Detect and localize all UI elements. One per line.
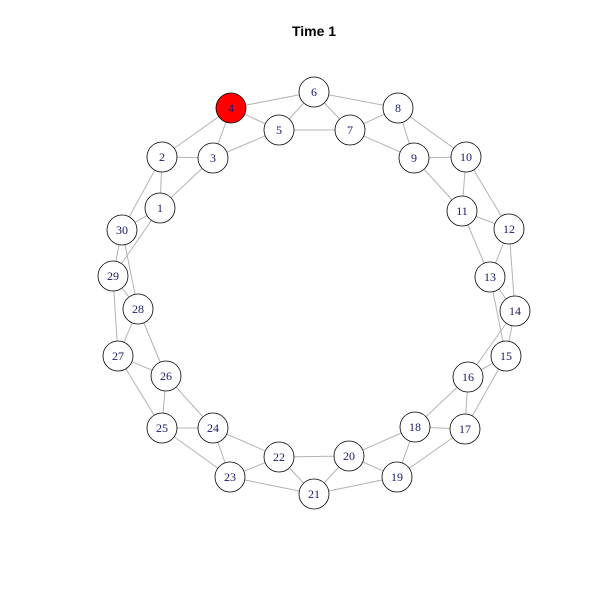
node-27: 27 bbox=[102, 340, 134, 372]
node-circle-27 bbox=[102, 340, 134, 372]
node-label-27: 27 bbox=[112, 349, 124, 363]
node-circle-20 bbox=[333, 440, 365, 472]
node-12: 12 bbox=[493, 213, 525, 245]
node-circle-10 bbox=[450, 141, 482, 173]
node-label-25: 25 bbox=[156, 421, 168, 435]
node-label-1: 1 bbox=[157, 201, 163, 215]
node-circle-18 bbox=[399, 411, 431, 443]
node-7: 7 bbox=[334, 114, 366, 146]
node-label-18: 18 bbox=[409, 420, 421, 434]
node-label-3: 3 bbox=[210, 151, 216, 165]
node-label-17: 17 bbox=[459, 422, 471, 436]
node-label-6: 6 bbox=[311, 85, 317, 99]
node-label-20: 20 bbox=[343, 449, 355, 463]
node-circle-29 bbox=[97, 260, 129, 292]
node-label-15: 15 bbox=[500, 349, 512, 363]
node-label-4: 4 bbox=[228, 101, 234, 115]
node-circle-22 bbox=[263, 441, 295, 473]
node-label-14: 14 bbox=[509, 304, 521, 318]
node-circle-6 bbox=[298, 76, 330, 108]
node-circle-28 bbox=[122, 293, 154, 325]
node-4: 4 bbox=[215, 92, 247, 124]
node-30: 30 bbox=[106, 214, 138, 246]
node-circle-21 bbox=[298, 478, 330, 510]
node-circle-5 bbox=[263, 114, 295, 146]
node-label-8: 8 bbox=[395, 101, 401, 115]
node-10: 10 bbox=[450, 141, 482, 173]
node-circle-25 bbox=[146, 412, 178, 444]
node-18: 18 bbox=[399, 411, 431, 443]
node-circle-7 bbox=[334, 114, 366, 146]
node-circle-24 bbox=[197, 412, 229, 444]
node-2: 2 bbox=[146, 141, 178, 173]
node-circle-12 bbox=[493, 213, 525, 245]
node-circle-23 bbox=[214, 461, 246, 493]
node-13: 13 bbox=[474, 261, 506, 293]
node-label-21: 21 bbox=[308, 487, 320, 501]
node-label-16: 16 bbox=[462, 370, 474, 384]
node-label-24: 24 bbox=[207, 421, 219, 435]
node-circle-1 bbox=[144, 192, 176, 224]
node-circle-2 bbox=[146, 141, 178, 173]
node-circle-14 bbox=[499, 295, 531, 327]
node-label-29: 29 bbox=[107, 269, 119, 283]
node-circle-8 bbox=[382, 92, 414, 124]
node-6: 6 bbox=[298, 76, 330, 108]
node-circle-3 bbox=[197, 142, 229, 174]
node-label-2: 2 bbox=[159, 150, 165, 164]
node-circle-13 bbox=[474, 261, 506, 293]
node-label-23: 23 bbox=[224, 470, 236, 484]
node-3: 3 bbox=[197, 142, 229, 174]
diagram-title: Time 1 bbox=[292, 23, 336, 39]
node-14: 14 bbox=[499, 295, 531, 327]
node-circle-9 bbox=[398, 142, 430, 174]
node-5: 5 bbox=[263, 114, 295, 146]
node-25: 25 bbox=[146, 412, 178, 444]
node-circle-26 bbox=[150, 360, 182, 392]
node-label-9: 9 bbox=[411, 151, 417, 165]
node-24: 24 bbox=[197, 412, 229, 444]
node-16: 16 bbox=[452, 361, 484, 393]
node-label-7: 7 bbox=[347, 123, 353, 137]
node-label-12: 12 bbox=[503, 222, 515, 236]
node-label-13: 13 bbox=[484, 270, 496, 284]
node-8: 8 bbox=[382, 92, 414, 124]
node-9: 9 bbox=[398, 142, 430, 174]
node-label-10: 10 bbox=[460, 150, 472, 164]
node-circle-4 bbox=[215, 92, 247, 124]
node-circle-15 bbox=[490, 340, 522, 372]
node-22: 22 bbox=[263, 441, 295, 473]
node-23: 23 bbox=[214, 461, 246, 493]
node-19: 19 bbox=[381, 461, 413, 493]
node-label-5: 5 bbox=[276, 123, 282, 137]
node-17: 17 bbox=[449, 413, 481, 445]
node-26: 26 bbox=[150, 360, 182, 392]
node-circle-30 bbox=[106, 214, 138, 246]
node-label-28: 28 bbox=[132, 302, 144, 316]
node-label-26: 26 bbox=[160, 369, 172, 383]
node-circle-16 bbox=[452, 361, 484, 393]
node-label-22: 22 bbox=[273, 450, 285, 464]
node-circle-17 bbox=[449, 413, 481, 445]
node-1: 1 bbox=[144, 192, 176, 224]
node-15: 15 bbox=[490, 340, 522, 372]
node-29: 29 bbox=[97, 260, 129, 292]
node-label-11: 11 bbox=[456, 204, 468, 218]
node-11: 11 bbox=[446, 195, 478, 227]
node-circle-11 bbox=[446, 195, 478, 227]
node-28: 28 bbox=[122, 293, 154, 325]
node-label-30: 30 bbox=[116, 223, 128, 237]
node-label-19: 19 bbox=[391, 470, 403, 484]
node-circle-19 bbox=[381, 461, 413, 493]
node-21: 21 bbox=[298, 478, 330, 510]
node-20: 20 bbox=[333, 440, 365, 472]
